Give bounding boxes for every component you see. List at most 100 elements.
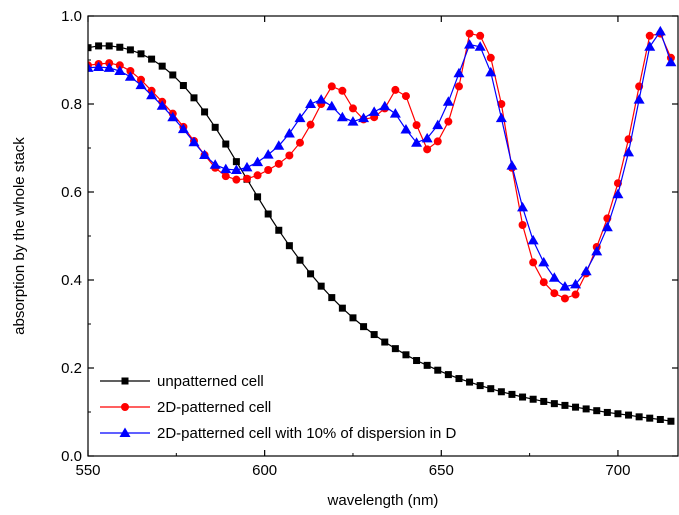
data-point [453,67,465,78]
data-point [548,272,560,282]
data-point [603,408,611,416]
data-point [444,117,453,126]
data-point [370,331,378,339]
legend-item: 2D-patterned cell [100,399,271,416]
data-point [241,161,253,172]
legend: unpatterned cell 2D-patterned cell 2D-patt… [100,373,456,442]
data-point [88,44,92,52]
data-point [88,62,94,72]
data-point [612,188,624,199]
data-point [442,96,454,106]
data-point [538,256,550,267]
data-point [580,265,592,276]
y-tick-label: 0.8 [61,96,82,113]
data-point [401,92,410,101]
data-point [402,351,410,359]
data-point [338,86,347,95]
data-point [423,145,432,154]
data-point [412,121,421,130]
data-point [252,156,264,167]
data-point [156,100,168,110]
data-point [665,56,677,67]
data-point [593,407,601,415]
legend-label: 2D-patterned cell [157,399,271,416]
legend-item: 2D-patterned cell with 10% of dispersion… [100,425,456,442]
data-point [201,108,209,116]
data-point [209,159,221,169]
data-point [625,411,633,419]
data-point [623,146,635,157]
data-point [464,39,476,49]
data-point [146,89,158,100]
data-point [421,132,433,143]
ticks-layer: 550 600 650 700 0.0 0.2 0.4 0.6 0.8 1.0 [61,8,678,479]
data-point [529,395,537,403]
data-point [633,94,645,104]
data-point [506,160,518,170]
data-point [274,159,283,168]
data-point [317,282,325,290]
data-point [529,258,538,267]
data-point [654,25,666,36]
x-axis-title: wavelength (nm) [327,492,439,509]
data-point [540,397,548,405]
data-point [169,71,177,79]
legend-marker [119,427,131,437]
data-point [328,294,336,302]
data-point [411,137,423,147]
legend-marker [121,403,129,411]
data-point [497,388,505,396]
data-point [527,234,539,245]
data-point [560,294,569,303]
data-point [400,124,412,134]
data-point [381,338,389,346]
data-point [434,366,442,374]
data-point [254,193,262,201]
data-point [391,345,399,353]
data-point [222,140,230,148]
data-point [199,149,211,160]
data-point [116,43,124,51]
data-point [497,100,506,108]
data-point [550,289,559,298]
data-point [295,138,304,147]
data-point [148,55,156,63]
data-point [570,278,582,289]
data-point [285,151,294,160]
data-point [433,137,442,146]
data-point [561,401,569,409]
data-point [230,164,242,174]
data-point [614,410,622,418]
data-point [126,46,134,54]
data-point [232,158,240,166]
series-line [88,45,671,422]
legend-item: unpatterned cell [100,373,264,390]
data-point [326,100,338,111]
data-point [656,415,664,423]
series-3 [88,25,677,291]
data-point [476,31,485,40]
data-point [296,256,304,264]
data-point [474,41,486,51]
data-point [285,242,293,250]
data-point [105,42,113,50]
data-point [432,119,444,130]
data-point [95,42,103,50]
data-point [519,393,527,401]
data-point [360,323,368,331]
data-point [336,111,348,122]
data-point [115,61,124,70]
data-point [103,62,115,72]
data-point [517,201,529,212]
data-point [495,112,507,123]
y-tick-label: 0.6 [61,184,82,201]
data-point [476,382,484,390]
data-point [635,413,643,421]
data-point [253,171,262,180]
data-point [232,175,241,184]
data-point [391,85,400,94]
data-point [275,226,283,234]
data-point [518,221,527,229]
data-point [347,116,359,126]
